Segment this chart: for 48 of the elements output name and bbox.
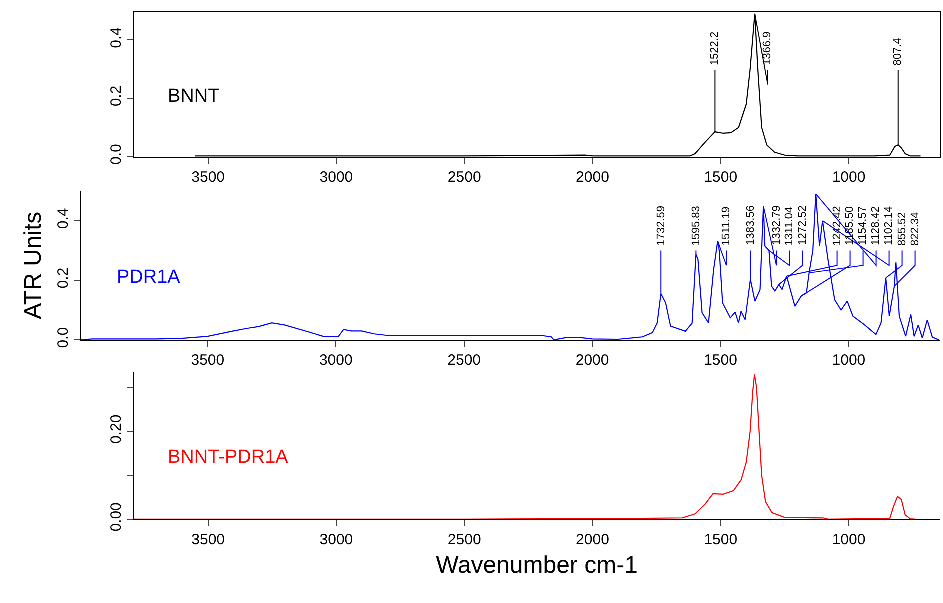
annotation: 1154.57	[857, 206, 870, 246]
annotation: 855.52	[896, 212, 909, 246]
y-tick-label: 0.2	[108, 86, 125, 107]
annotation: 1595.83	[690, 206, 702, 246]
x-tick-label: 1000	[832, 531, 866, 548]
annotation: 1242.42	[832, 206, 844, 246]
x-tick-label: 1000	[832, 352, 866, 370]
annotation: 1332.79	[770, 206, 783, 246]
x-tick-label: 1500	[704, 531, 738, 548]
x-tick-label: 2000	[576, 352, 610, 370]
text: PDR1A	[117, 267, 181, 288]
y-axis-title: ATR Units	[20, 212, 48, 320]
x-tick-label: 2000	[576, 531, 610, 548]
x-tick-label: 1000	[832, 168, 866, 186]
annotation: 1522.2	[708, 32, 721, 66]
x-tick-label: 3500	[191, 352, 225, 370]
annotation: 1366.9	[762, 32, 774, 66]
annotation: 1511.19	[720, 206, 732, 246]
annotation: 1102.14	[883, 206, 896, 246]
x-tick-label: 3000	[319, 352, 353, 370]
annotation: 807.4	[892, 38, 904, 66]
annotation: 1311.04	[783, 206, 796, 246]
x-tick-label: 2500	[448, 531, 482, 548]
x-tick-label: 3500	[192, 168, 226, 186]
annotation: 1185.50	[844, 206, 856, 246]
text: BNNT-PDR1A	[168, 447, 289, 468]
annotation: 1272.52	[796, 206, 809, 246]
y-tick-label: 0.0	[108, 144, 125, 165]
x-tick-label: 3000	[320, 168, 354, 186]
x-tick-label: 1500	[704, 168, 738, 186]
y-tick-label: 0.20	[108, 414, 125, 444]
x-tick-label: 2500	[448, 352, 482, 370]
text: BNNT	[168, 86, 220, 107]
annotation: 1128.42	[870, 206, 882, 246]
y-tick-label: 0.4	[108, 27, 125, 48]
x-tick-label: 3500	[192, 531, 226, 548]
x-tick-label: 2500	[448, 168, 482, 186]
y-tick-label: 0.0	[55, 327, 72, 348]
x-axis-title: Wavenumber cm-1	[436, 552, 638, 579]
annotation: 1383.56	[744, 206, 757, 246]
x-tick-label: 2000	[576, 168, 610, 186]
annotation: 822.34	[910, 212, 922, 246]
annotation: 1732.59	[655, 206, 668, 246]
x-tick-label: 1500	[704, 352, 738, 370]
y-tick-label: 0.00	[108, 502, 125, 532]
y-tick-label: 0.4	[55, 208, 72, 230]
x-tick-label: 3000	[320, 531, 354, 548]
y-tick-label: 0.2	[55, 268, 72, 289]
